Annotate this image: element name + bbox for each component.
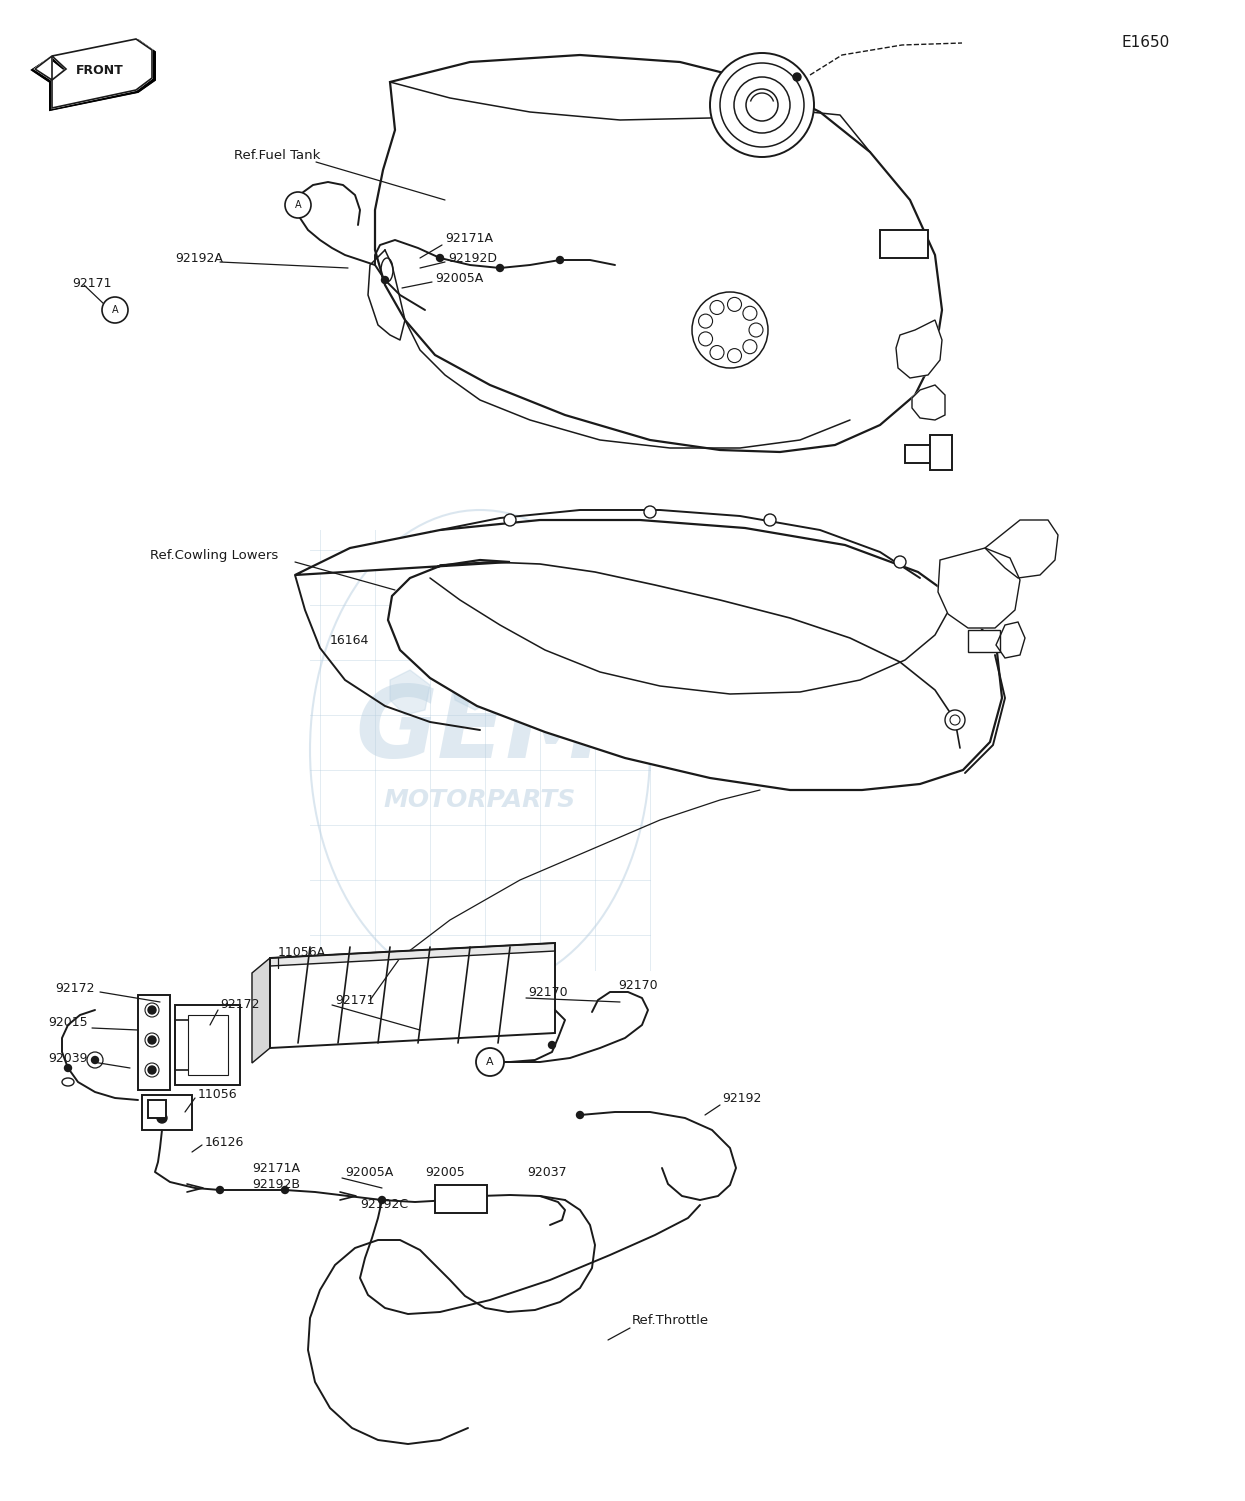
Polygon shape [420,600,471,650]
Circle shape [644,506,656,518]
Circle shape [743,339,757,354]
Circle shape [477,1192,483,1199]
Text: 92171A: 92171A [251,1162,300,1174]
Text: 92192D: 92192D [448,252,497,264]
Polygon shape [52,39,152,108]
Text: Ref.Fuel Tank: Ref.Fuel Tank [234,149,320,162]
Bar [969,630,1000,651]
Polygon shape [138,995,171,1090]
Circle shape [793,74,801,81]
Polygon shape [251,958,270,1063]
Text: 92005A: 92005A [345,1165,393,1178]
Polygon shape [985,519,1058,578]
Circle shape [945,710,965,729]
Circle shape [217,1186,224,1193]
Text: 16126: 16126 [205,1135,244,1148]
Text: A: A [487,1057,494,1067]
Circle shape [65,1064,71,1072]
Text: MOTORPARTS: MOTORPARTS [383,788,576,812]
Bar [148,1100,166,1118]
Text: 92192B: 92192B [251,1178,300,1192]
Text: Ref.Throttle: Ref.Throttle [632,1313,710,1327]
Polygon shape [449,660,496,710]
Circle shape [557,257,564,264]
Text: 92172: 92172 [55,982,95,995]
Circle shape [91,1057,98,1064]
Polygon shape [375,56,942,452]
Circle shape [727,297,742,311]
Circle shape [698,332,712,345]
Text: Ref.Cowling Lowers: Ref.Cowling Lowers [149,548,278,561]
Text: A: A [112,305,118,315]
Polygon shape [896,320,942,378]
Circle shape [148,1036,156,1045]
Text: 92037: 92037 [527,1165,566,1178]
Polygon shape [270,943,555,1048]
Text: E1650: E1650 [1122,35,1170,50]
Text: 92171: 92171 [335,994,375,1007]
Circle shape [102,297,128,323]
Text: 11056: 11056 [198,1088,238,1102]
Bar [930,435,952,470]
Circle shape [437,255,443,261]
Polygon shape [142,1096,192,1130]
Circle shape [764,513,776,525]
Text: 92039: 92039 [49,1052,87,1064]
Polygon shape [390,669,430,714]
Circle shape [281,1186,289,1193]
Circle shape [692,293,768,368]
Text: 92171A: 92171A [444,231,493,245]
Polygon shape [270,943,555,967]
Text: A: A [295,200,301,210]
Circle shape [381,276,388,284]
Text: GEM: GEM [355,681,605,779]
Polygon shape [50,41,154,110]
Bar [880,230,928,258]
Circle shape [504,513,515,525]
Circle shape [710,345,725,360]
Circle shape [378,1196,386,1204]
Circle shape [148,1066,156,1075]
Text: 92172: 92172 [220,998,259,1012]
Text: FRONT: FRONT [76,63,123,77]
Circle shape [497,264,503,272]
Circle shape [749,323,763,338]
Text: 92171: 92171 [72,276,112,290]
Polygon shape [937,548,1020,627]
Circle shape [698,314,712,329]
Polygon shape [176,1006,240,1085]
Circle shape [285,192,311,218]
Circle shape [727,348,742,363]
Circle shape [710,300,725,315]
Circle shape [743,306,757,320]
Circle shape [549,1042,555,1049]
Text: 92015: 92015 [49,1016,87,1028]
Polygon shape [913,384,945,420]
Polygon shape [295,519,1002,790]
Text: 92192: 92192 [722,1091,762,1105]
Text: 92005: 92005 [425,1165,464,1178]
Circle shape [157,1114,167,1123]
Circle shape [476,1048,504,1076]
Bar [435,1184,487,1213]
Circle shape [576,1112,584,1118]
Text: 92170: 92170 [618,979,657,992]
Circle shape [710,53,814,158]
Text: 92192C: 92192C [360,1198,408,1211]
Polygon shape [35,56,52,80]
Text: 11056A: 11056A [278,946,326,959]
Polygon shape [996,621,1025,657]
Circle shape [894,555,906,567]
Text: 92192A: 92192A [176,252,223,264]
Polygon shape [32,59,50,83]
Circle shape [148,1006,156,1015]
Bar [905,444,935,462]
Text: 92170: 92170 [528,986,568,998]
Text: 16164: 16164 [330,633,370,647]
Text: 92005A: 92005A [435,272,483,285]
